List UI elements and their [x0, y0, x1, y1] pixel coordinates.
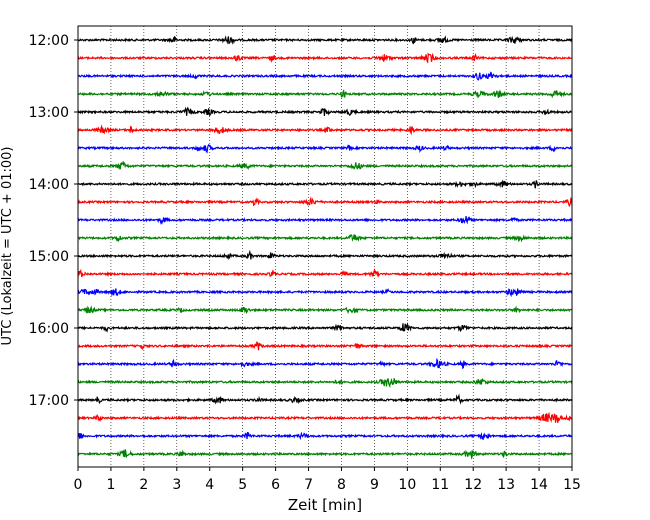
x-tick-label: 6: [271, 477, 280, 493]
seismogram-trace: [77, 215, 573, 225]
x-tick-label: 4: [205, 477, 214, 493]
seismogram-trace: [77, 143, 573, 154]
x-tick-label: 12: [464, 477, 482, 493]
seismogram-trace: [77, 268, 573, 278]
y-tick-label: 14:00: [29, 177, 69, 193]
seismogram-trace: [77, 71, 573, 81]
x-tick-label: 0: [74, 477, 83, 493]
seismogram-trace: [77, 196, 573, 208]
plot-area: [78, 26, 572, 467]
x-tick-label: 11: [431, 477, 449, 493]
seismogram-trace: [77, 52, 573, 64]
x-axis-ticks: 0 1 2 3 4 5 6 7 8 9 10 11 12 13 14 15: [74, 467, 581, 493]
x-tick-label: 9: [370, 477, 379, 493]
seismogram-trace: [77, 449, 573, 460]
seismogram-trace: [77, 124, 573, 136]
plot-frame: [77, 25, 573, 468]
y-tick-label: 16:00: [29, 321, 69, 337]
seismogram-trace: [77, 411, 573, 423]
seismogram-trace: [77, 393, 573, 405]
seismogram-trace: [77, 249, 573, 261]
x-tick-label: 15: [563, 477, 581, 493]
seismogram-trace: [77, 88, 573, 99]
x-tick-label: 8: [337, 477, 346, 493]
x-axis-label: Zeit [min]: [288, 496, 362, 514]
x-tick-label: 1: [106, 477, 115, 493]
x-tick-label: 3: [172, 477, 181, 493]
seismogram-trace: [77, 340, 573, 351]
seismogram-trace: [77, 160, 573, 171]
y-axis-label: UTC (Lokalzeit = UTC + 01:00): [0, 147, 15, 346]
x-tick-label: 13: [497, 477, 515, 493]
y-tick-label: 12:00: [29, 33, 69, 49]
seismogram-trace: [77, 234, 573, 243]
seismogram-trace: [77, 179, 573, 189]
y-tick-label: 13:00: [29, 105, 69, 121]
y-tick-label: 17:00: [29, 393, 69, 409]
seismogram-trace: [77, 305, 573, 315]
seismogram-trace: [77, 35, 573, 45]
seismogram-trace: [77, 288, 573, 298]
seismogram-trace: [77, 106, 573, 117]
y-tick-label: 15:00: [29, 249, 69, 265]
x-tick-label: 2: [139, 477, 148, 493]
seismogram-trace: [77, 357, 573, 370]
seismogram-trace: [77, 378, 573, 388]
x-tick-label: 7: [304, 477, 313, 493]
seismogram-trace: [77, 431, 573, 441]
y-axis-ticks: 12:00 13:00 14:00 15:00 16:00 17:00: [29, 33, 78, 409]
x-tick-label: 5: [238, 477, 247, 493]
x-tick-label: 14: [530, 477, 548, 493]
seismogram-trace: [77, 322, 573, 333]
x-tick-label: 10: [398, 477, 416, 493]
seismogram-traces: [77, 35, 573, 460]
